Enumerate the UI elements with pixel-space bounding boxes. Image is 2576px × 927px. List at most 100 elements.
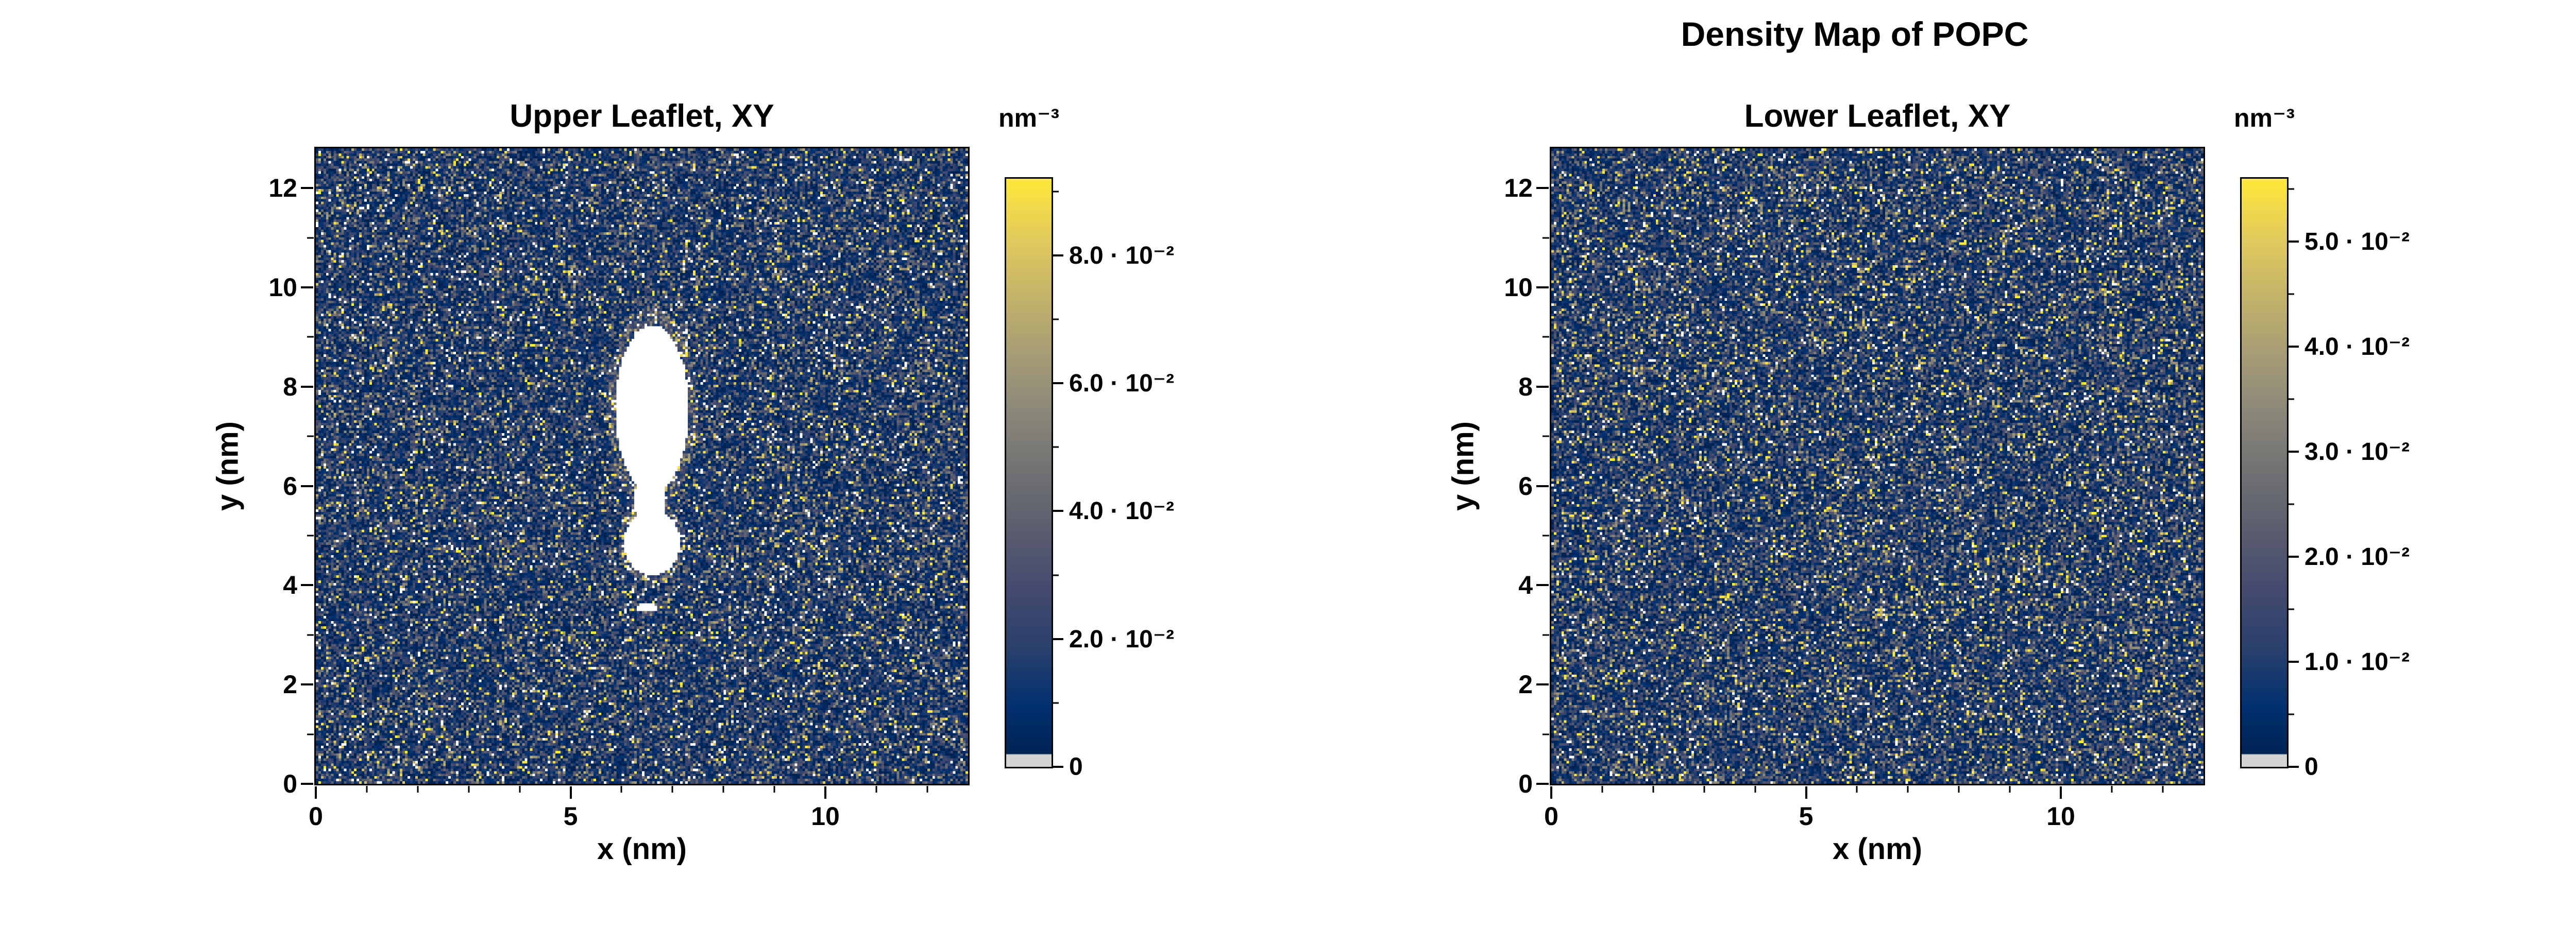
y-tick-mark — [1536, 783, 1549, 785]
x-minor-tick-mark — [1703, 786, 1705, 793]
y-tick-mark — [301, 385, 313, 388]
colorbar-tick-label: 5.0 · 10⁻² — [2304, 228, 2410, 256]
y-tick-mark — [301, 683, 313, 686]
colorbar-minor-tick-mark — [1053, 318, 1059, 320]
colorbar-tick-label: 2.0 · 10⁻² — [1069, 625, 1175, 653]
y-tick-label: 6 — [1518, 471, 1533, 501]
x-tick-label: 0 — [309, 802, 323, 831]
colorbar-tick-mark — [2289, 241, 2299, 243]
y-minor-tick-mark — [1543, 435, 1549, 437]
x-minor-tick-mark — [417, 786, 419, 793]
colorbar-minor-tick-mark — [2289, 188, 2294, 190]
y-minor-tick-mark — [307, 336, 314, 338]
y-minor-tick-mark — [307, 435, 314, 437]
y-tick-label: 12 — [268, 174, 297, 203]
y-tick-label: 4 — [283, 571, 297, 600]
x-minor-tick-mark — [468, 786, 470, 793]
colorbar-tick-mark — [1053, 254, 1063, 256]
colorbar: 0 1.0 · 10⁻² 2.0 · 10⁻² 3.0 · 10⁻² 4.0 · 10⁻… — [2240, 177, 2410, 781]
colorbar-minor-tick-mark — [1053, 574, 1059, 576]
colorbar-tick-mark — [2289, 661, 2299, 663]
colorbar-minor-tick-mark — [2289, 503, 2294, 505]
x-minor-tick-mark — [671, 786, 673, 793]
y-tick-mark — [1536, 485, 1549, 487]
x-minor-tick-mark — [1652, 786, 1654, 793]
x-tick-mark — [1805, 786, 1807, 799]
colorbar-tick-mark — [2289, 556, 2299, 558]
y-minor-tick-mark — [1543, 336, 1549, 338]
y-minor-tick-mark — [307, 535, 314, 537]
colorbar-minor-tick-mark — [2289, 293, 2294, 295]
x-tick-mark — [569, 786, 572, 799]
heatmap-canvas — [316, 148, 968, 784]
heatmap-canvas — [1551, 148, 2204, 784]
colorbar-tick-label: 4.0 · 10⁻² — [2304, 333, 2410, 361]
figure-title: Density Map of POPC — [1681, 15, 2029, 53]
y-tick-label: 10 — [1504, 272, 1533, 302]
colorbar-tick-label: 4.0 · 10⁻² — [1069, 497, 1175, 525]
x-minor-tick-mark — [1601, 786, 1603, 793]
y-tick-label: 12 — [1504, 174, 1533, 203]
x-axis-label: x (nm) — [597, 832, 687, 866]
x-axis-label: x (nm) — [1833, 832, 1922, 866]
colorbar-tick-label: 8.0 · 10⁻² — [1069, 242, 1175, 269]
x-tick-mark — [2060, 786, 2062, 799]
colorbar-gradient — [2242, 179, 2287, 767]
y-tick-mark — [301, 286, 313, 288]
colorbar-tick-mark — [2289, 451, 2299, 453]
colorbar-tick-label: 0 — [1069, 753, 1083, 781]
heatmap-plot-area: 0 5 10 0 2 4 6 8 10 12 — [1504, 147, 2205, 831]
panel-title: Lower Leaflet, XY — [1744, 98, 2011, 134]
y-tick-mark — [1536, 187, 1549, 190]
colorbar-tick-label: 2.0 · 10⁻² — [2304, 543, 2410, 571]
colorbar-minor-tick-mark — [2289, 608, 2294, 610]
colorbar-unit-label: nm⁻³ — [2233, 104, 2295, 132]
colorbar-minor-tick-mark — [1053, 702, 1059, 704]
x-tick-mark — [1550, 786, 1552, 799]
colorbar-tick-mark — [1053, 382, 1063, 385]
y-axis-label: y (nm) — [1446, 421, 1480, 511]
x-minor-tick-mark — [366, 786, 368, 793]
y-tick-label: 2 — [283, 670, 297, 699]
y-tick-mark — [301, 783, 313, 785]
y-tick-mark — [1536, 286, 1549, 288]
y-minor-tick-mark — [1543, 237, 1549, 239]
x-tick-label: 5 — [1799, 802, 1814, 831]
y-tick-label: 8 — [1518, 372, 1533, 401]
x-tick-label: 0 — [1544, 802, 1558, 831]
x-minor-tick-mark — [1958, 786, 1960, 793]
colorbar-tick-mark — [1053, 510, 1063, 512]
x-tick-label: 10 — [811, 802, 840, 831]
heatmap-plot-area: 0 5 10 0 2 4 6 8 10 12 — [268, 147, 970, 831]
y-tick-label: 10 — [268, 272, 297, 302]
x-minor-tick-mark — [620, 786, 622, 793]
x-minor-tick-mark — [1754, 786, 1756, 793]
y-minor-tick-mark — [1543, 733, 1549, 735]
colorbar-tick-label: 3.0 · 10⁻² — [2304, 438, 2410, 466]
y-tick-label: 4 — [1518, 571, 1533, 600]
x-tick-mark — [315, 786, 317, 799]
x-tick-label: 10 — [2046, 802, 2075, 831]
colorbar-minor-tick-mark — [2289, 713, 2294, 715]
colorbar-minor-tick-mark — [2289, 398, 2294, 400]
colorbar-gradient — [1006, 179, 1052, 767]
y-tick-mark — [1536, 584, 1549, 587]
colorbar-tick-mark — [1053, 766, 1063, 768]
colorbar-tick-mark — [2289, 346, 2299, 348]
x-tick-mark — [824, 786, 827, 799]
y-tick-mark — [301, 584, 313, 587]
colorbar-tick-label: 0 — [2304, 753, 2318, 781]
colorbar: 0 2.0 · 10⁻² 4.0 · 10⁻² 6.0 · 10⁻² 8.0 · 10⁻… — [1005, 177, 1174, 781]
colorbar-tick-label: 6.0 · 10⁻² — [1069, 370, 1175, 398]
y-tick-mark — [1536, 683, 1549, 686]
y-minor-tick-mark — [1543, 634, 1549, 636]
x-minor-tick-mark — [2162, 786, 2164, 793]
colorbar-minor-tick-mark — [1053, 446, 1059, 448]
x-minor-tick-mark — [519, 786, 521, 793]
y-minor-tick-mark — [307, 634, 314, 636]
y-axis-label: y (nm) — [211, 421, 245, 511]
colorbar-tick-mark — [1053, 638, 1063, 640]
x-tick-label: 5 — [563, 802, 578, 831]
y-tick-label: 8 — [283, 372, 297, 401]
